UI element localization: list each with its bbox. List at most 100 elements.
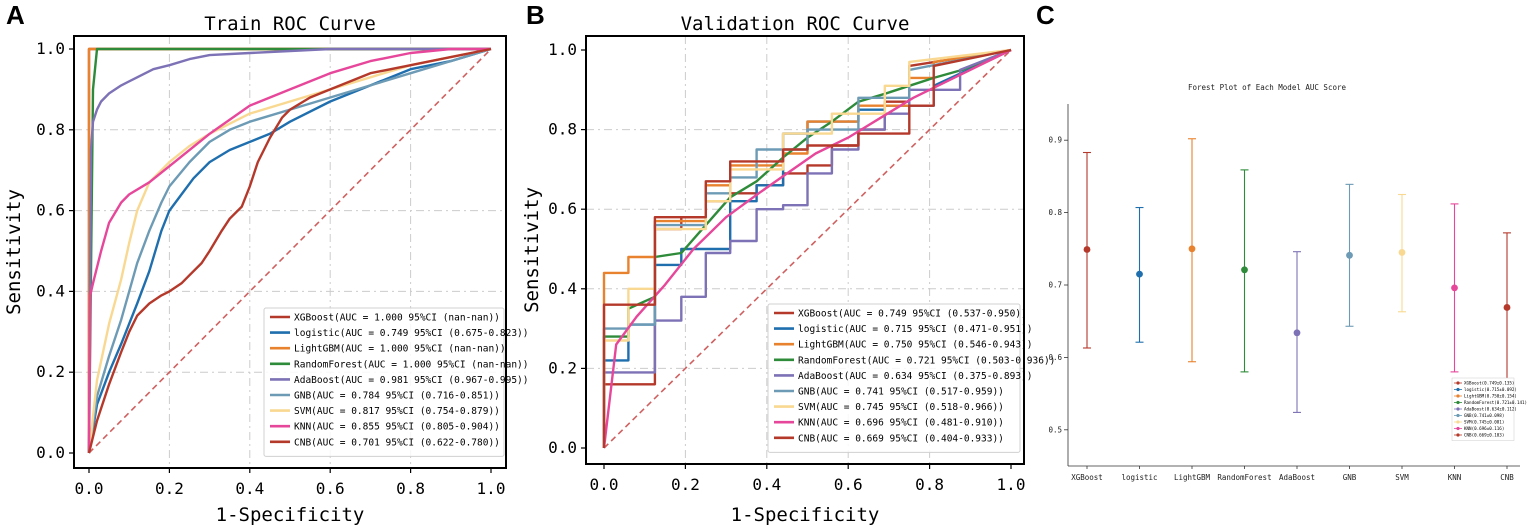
x-tick-label-b: 1.0	[997, 475, 1026, 494]
forest-y-tick-label: 0.9	[1048, 136, 1062, 145]
legend-label-logistic-a: logistic(AUC = 0.749 95%CI (0.675-0.823)…	[294, 328, 529, 339]
forest-legend-marker	[1456, 426, 1460, 431]
forest-legend-label: CNB(0.669±0.103)	[1464, 433, 1504, 438]
roc-curve-adaboost-b	[602, 48, 1012, 448]
auc-point-knn	[1451, 284, 1458, 292]
roc-curve-svm-a	[87, 47, 492, 454]
forest-y-tick-label: 0.5	[1048, 425, 1062, 434]
forest-legend-marker	[1456, 394, 1460, 398]
legend-label-randomforest-b: RandomForest(AUC = 0.721 95%CI (0.503-0.…	[798, 355, 1055, 366]
forest-x-tick-label-randomforest: RandomForest	[1217, 473, 1271, 482]
forest-legend-label: KNN(0.696±0.116)	[1464, 426, 1504, 431]
validation-roc-panel: Validation ROC Curve 0.0 0.0 0.2 0.2 0.4 0.4 0…	[521, 13, 1055, 526]
forest-x-tick-label-cnb: CNB	[1500, 473, 1514, 482]
auc-point-xgboost	[1083, 246, 1091, 253]
y-tick-label-b: 0.0	[548, 438, 577, 457]
legend-label-svm-a: SVM(AUC = 0.817 95%CI (0.754-0.879))	[294, 406, 500, 417]
legend-label-xgboost-a: XGBoost(AUC = 1.000 95%CI (nan-nan))	[294, 313, 500, 324]
forest-x-tick-label-adaboost: AdaBoost	[1279, 473, 1315, 482]
forest-legend-label: XGBoost(0.749±0.135)	[1464, 381, 1514, 386]
forest-legend-label: SVM(0.745±0.081)	[1464, 420, 1504, 425]
roc-curve-cnb-a	[87, 47, 492, 454]
forest-x-tick-label-logistic: logistic	[1121, 473, 1157, 482]
y-tick-label-a: 0.2	[36, 362, 65, 381]
forest-legend-marker	[1456, 400, 1460, 405]
x-tick-label-a: 1.0	[477, 479, 506, 498]
validation-roc-title: Validation ROC Curve	[681, 13, 910, 35]
forest-x-tick-label-lightgbm: LightGBM	[1174, 473, 1211, 482]
legend-label-adaboost-b: AdaBoost(AUC = 0.634 95%CI (0.375-0.893)…	[798, 371, 1033, 382]
forest-legend-label: GNB(0.741±0.098)	[1464, 413, 1504, 418]
roc-curve-adaboost-a	[87, 47, 491, 454]
x-tick-label-b: 0.8	[915, 475, 944, 494]
legend-label-lightgbm-a: LightGBM(AUC = 1.000 95%CI (nan-nan))	[294, 344, 506, 355]
x-tick-label-a: 0.4	[235, 479, 264, 498]
forest-x-tick-label-svm: SVM	[1395, 473, 1409, 482]
legend-label-logistic-b: logistic(AUC = 0.715 95%CI (0.471-0.951)…	[798, 324, 1033, 335]
legend-label-svm-b: SVM(AUC = 0.745 95%CI (0.518-0.966))	[798, 402, 1004, 413]
auc-point-lightgbm	[1188, 245, 1196, 253]
forest-plot-title: Forest Plot of Each Model AUC Score	[1188, 83, 1347, 92]
panel-letter-c: C	[1036, 0, 1055, 30]
legend-label-randomforest-a: RandomForest(AUC = 1.000 95%CI (nan-nan)…	[294, 359, 529, 370]
y-tick-label-a: 0.4	[36, 281, 65, 300]
y-tick-label-a: 1.0	[36, 39, 65, 58]
x-tick-label-b: 0.0	[590, 475, 619, 494]
y-tick-label-b: 0.8	[548, 120, 577, 139]
y-tick-label-a: 0.6	[36, 201, 65, 220]
x-tick-label-a: 0.0	[75, 479, 104, 498]
forest-legend-label: RandomForest(0.721±0.141)	[1464, 400, 1527, 405]
y-tick-label-a: 0.8	[36, 120, 65, 139]
legend-label-gnb-b: GNB(AUC = 0.741 95%CI (0.517-0.959))	[798, 387, 1004, 398]
y-tick-label-b: 1.0	[548, 40, 577, 59]
roc-curve-knn-a	[87, 47, 491, 454]
plot-frame-a	[73, 35, 507, 469]
x-tick-label-a: 0.8	[396, 479, 425, 498]
x-tick-label-a: 0.2	[155, 479, 184, 498]
forest-legend-marker	[1456, 433, 1460, 437]
x-tick-label-a: 0.6	[316, 479, 345, 498]
panel-letter-b: B	[526, 0, 545, 30]
plot-frame-b	[585, 35, 1025, 465]
forest-y-tick-label: 0.8	[1048, 208, 1062, 217]
legend-label-knn-b: KNN(AUC = 0.696 95%CI (0.481-0.910))	[798, 418, 1004, 429]
roc-curve-cnb-b	[602, 48, 1012, 448]
legend-label-xgboost-b: XGBoost(AUC = 0.749 95%CI (0.537-0.950))	[798, 309, 1027, 320]
roc-curve-knn-b	[602, 48, 1012, 449]
legend-label-adaboost-a: AdaBoost(AUC = 0.981 95%CI (0.967-0.995)…	[294, 375, 529, 386]
forest-y-tick-label: 0.7	[1048, 281, 1062, 290]
train-roc-title: Train ROC Curve	[204, 13, 376, 35]
y-axis-label-b: Sensitivity	[521, 187, 543, 313]
forest-x-tick-label-knn: KNN	[1448, 473, 1462, 482]
legend-label-knn-a: KNN(AUC = 0.855 95%CI (0.805-0.904))	[294, 422, 500, 433]
y-tick-label-a: 0.0	[36, 443, 65, 462]
forest-x-tick-label-gnb: GNB	[1343, 473, 1357, 482]
x-tick-label-b: 0.4	[752, 475, 781, 494]
forest-plot-panel: Forest Plot of Each Model AUC Score 0.5 0…	[1048, 83, 1527, 482]
roc-curve-logistic-a	[87, 47, 492, 454]
legend-box-b	[767, 303, 1021, 453]
forest-legend-marker	[1456, 387, 1460, 392]
forest-legend-box	[1451, 377, 1515, 441]
forest-y-tick-label: 0.6	[1048, 353, 1062, 362]
auc-point-adaboost	[1293, 329, 1301, 337]
x-tick-label-b: 0.2	[671, 475, 700, 494]
forest-x-tick-label-xgboost: XGBoost	[1071, 473, 1103, 482]
legend-label-gnb-a: GNB(AUC = 0.784 95%CI (0.716-0.851))	[294, 391, 500, 402]
x-axis-label-b: 1-Specificity	[731, 504, 880, 526]
forest-legend-label: LightGBM(0.750±0.154)	[1464, 394, 1517, 399]
x-tick-label-b: 0.6	[834, 475, 863, 494]
auc-point-gnb	[1346, 251, 1353, 259]
forest-legend-marker	[1456, 413, 1460, 418]
panel-letter-a: A	[6, 0, 25, 30]
roc-curve-gnb-a	[87, 47, 492, 454]
chance-diagonal-a	[88, 48, 492, 454]
chance-diagonal-b	[603, 49, 1012, 449]
forest-legend-marker	[1456, 407, 1460, 411]
x-axis-label-a: 1-Specificity	[216, 504, 365, 526]
y-axis-label-a: Sensitivity	[3, 189, 25, 315]
legend-label-cnb-a: CNB(AUC = 0.701 95%CI (0.622-0.780))	[294, 437, 500, 448]
auc-point-randomforest	[1241, 266, 1248, 274]
forest-legend-marker	[1456, 381, 1460, 385]
